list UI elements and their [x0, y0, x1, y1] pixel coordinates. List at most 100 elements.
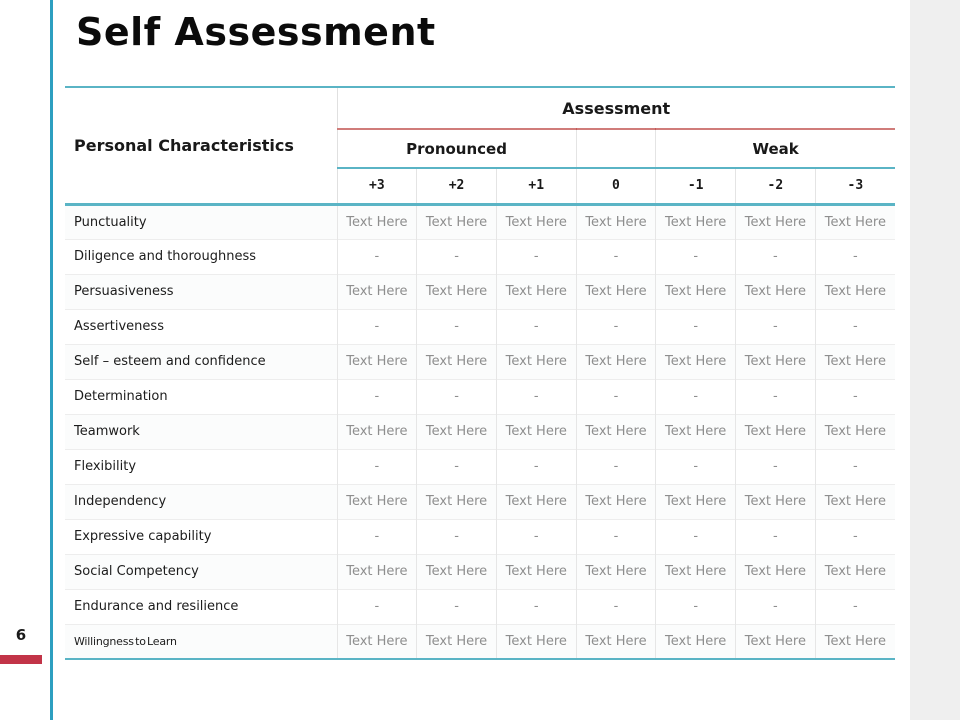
assessment-table-header: Personal Characteristics Assessment Pron…	[65, 86, 895, 206]
rating-cell: Text Here	[336, 623, 417, 660]
rating-cell: Text Here	[735, 413, 816, 449]
slide-right-margin	[910, 0, 960, 720]
rating-cell: -	[575, 308, 656, 344]
rating-cell: Text Here	[495, 623, 577, 660]
rating-cell: -	[655, 448, 736, 484]
assessment-table: Personal Characteristics Assessment Pron…	[65, 86, 895, 660]
rating-cell: Text Here	[495, 203, 577, 239]
rating-cell: Text Here	[495, 483, 577, 519]
rating-cell: -	[735, 518, 816, 554]
table-row: Punctuality Text Here Text Here Text Here Te…	[65, 203, 895, 239]
rating-cell: Text Here	[655, 553, 736, 589]
page-number: 6	[15, 626, 27, 644]
rating-cell: -	[416, 518, 497, 554]
rating-cell: Text Here	[655, 623, 736, 660]
rating-cell: -	[495, 518, 577, 554]
rating-cell: -	[655, 238, 736, 274]
rating-cell: -	[336, 448, 417, 484]
rating-cell: -	[814, 448, 895, 484]
rating-cell: -	[416, 448, 497, 484]
rating-cell: -	[416, 238, 497, 274]
rating-cell: Text Here	[575, 273, 656, 309]
row-label: Endurance and resilience	[65, 588, 338, 624]
table-row: Willingness to Learn Text Here Text Here Te…	[65, 623, 895, 660]
row-label: Persuasiveness	[65, 273, 338, 309]
rating-cell: -	[495, 378, 577, 414]
rating-cell: Text Here	[735, 623, 816, 660]
scale-header-minus3: -3	[814, 168, 895, 206]
rating-cell: -	[575, 378, 656, 414]
rating-cell: -	[336, 378, 417, 414]
row-label: Independency	[65, 483, 338, 519]
rating-cell: Text Here	[416, 203, 497, 239]
table-row: Expressive capability - - - - - - -	[65, 518, 895, 554]
column-group-assessment: Assessment	[337, 86, 895, 130]
rating-cell: Text Here	[814, 203, 895, 239]
rating-cell: -	[336, 238, 417, 274]
rating-cell: Text Here	[575, 483, 656, 519]
rating-cell: Text Here	[336, 203, 417, 239]
table-row: Determination - - - - - - -	[65, 378, 895, 414]
rating-cell: Text Here	[336, 553, 417, 589]
scale-header-minus2: -2	[735, 168, 816, 206]
rating-cell: -	[655, 308, 736, 344]
assessment-table-body: Punctuality Text Here Text Here Text Here Te…	[65, 203, 895, 660]
rating-cell: Text Here	[416, 413, 497, 449]
rating-cell: Text Here	[416, 483, 497, 519]
scale-header-plus3: +3	[336, 168, 417, 206]
rating-cell: -	[416, 378, 497, 414]
rating-cell: Text Here	[416, 343, 497, 379]
row-label: Determination	[65, 378, 338, 414]
rating-cell: Text Here	[336, 273, 417, 309]
table-row: Endurance and resilience - - - - - - -	[65, 588, 895, 624]
table-row: Teamwork Text Here Text Here Text Here Text …	[65, 413, 895, 449]
row-label: Assertiveness	[65, 308, 338, 344]
header-row-scale: +3 +2 +1 0 -1 -2 -3	[65, 168, 895, 206]
rating-cell: -	[336, 308, 417, 344]
rating-cell: Text Here	[735, 553, 816, 589]
scale-header-plus2: +2	[416, 168, 497, 206]
rating-cell: -	[814, 378, 895, 414]
table-row: Diligence and thoroughness - - - - - - -	[65, 238, 895, 274]
rating-cell: Text Here	[575, 553, 656, 589]
rating-cell: -	[655, 518, 736, 554]
rating-cell: Text Here	[655, 273, 736, 309]
rating-cell: Text Here	[495, 413, 577, 449]
rating-cell: -	[655, 588, 736, 624]
row-label: Teamwork	[65, 413, 338, 449]
row-label: Willingness to Learn	[65, 623, 338, 660]
scale-header-minus1: -1	[655, 168, 736, 206]
rating-cell: Text Here	[336, 343, 417, 379]
rating-cell: -	[814, 588, 895, 624]
column-header-personal-characteristics: Personal Characteristics	[65, 86, 338, 206]
rating-cell: Text Here	[814, 623, 895, 660]
rating-cell: -	[735, 588, 816, 624]
row-label: Diligence and thoroughness	[65, 238, 338, 274]
table-row: Flexibility - - - - - - -	[65, 448, 895, 484]
rating-cell: -	[495, 238, 577, 274]
rating-cell: Text Here	[814, 273, 895, 309]
rating-cell: -	[495, 308, 577, 344]
rating-cell: Text Here	[575, 623, 656, 660]
rating-cell: -	[336, 518, 417, 554]
scale-header-plus1: +1	[495, 168, 577, 206]
rating-cell: -	[575, 588, 656, 624]
table-row: Self – esteem and confidence Text Here Tex…	[65, 343, 895, 379]
table-row: Assertiveness - - - - - - -	[65, 308, 895, 344]
rating-cell: Text Here	[336, 483, 417, 519]
table-row: Independency Text Here Text Here Text Here T…	[65, 483, 895, 519]
subheader-pronounced: Pronounced	[336, 129, 577, 169]
rating-cell: -	[495, 448, 577, 484]
row-label: Flexibility	[65, 448, 338, 484]
row-label: Social Competency	[65, 553, 338, 589]
header-row-subgroups: Pronounced Weak	[65, 129, 895, 169]
rating-cell: Text Here	[735, 203, 816, 239]
rating-cell: Text Here	[416, 553, 497, 589]
rating-cell: Text Here	[814, 553, 895, 589]
rating-cell: -	[735, 238, 816, 274]
rating-cell: Text Here	[814, 343, 895, 379]
rating-cell: Text Here	[416, 273, 497, 309]
rating-cell: -	[655, 378, 736, 414]
vertical-accent-line	[50, 0, 53, 720]
